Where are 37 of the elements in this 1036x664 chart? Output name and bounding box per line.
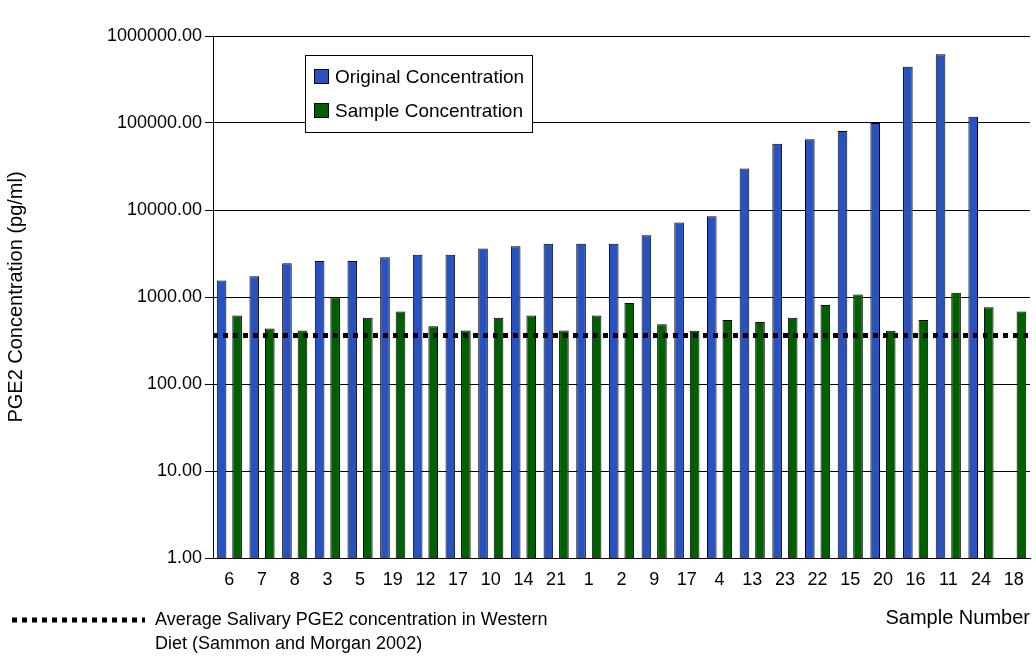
x-tick-label: 12	[415, 568, 436, 589]
y-tick-label: 100.00	[146, 372, 202, 393]
x-tick-label: 21	[546, 568, 567, 589]
x-tick-label: 1	[583, 568, 594, 589]
y-tick-label: 1000000.00	[106, 24, 202, 45]
x-tick-label: 20	[872, 568, 893, 589]
x-tick-label: 14	[513, 568, 534, 589]
x-tick-label: 18	[1003, 568, 1024, 589]
y-tick-label: 10000.00	[126, 198, 202, 219]
x-tick-label: 8	[289, 568, 300, 589]
y-tick-label: 10.00	[156, 459, 202, 480]
x-axis-title: Sample Number	[885, 606, 1030, 629]
y-tick-label: 1.00	[166, 546, 202, 567]
x-tick-label: 22	[807, 568, 828, 589]
x-tick-label: 24	[970, 568, 991, 589]
x-tick-label: 23	[774, 568, 795, 589]
legend-label: Sample Concentration	[334, 99, 524, 123]
y-axis-title: PGE2 Concentration (pg/ml)	[3, 171, 26, 423]
x-tick-label: 9	[649, 568, 660, 589]
x-tick-label: 4	[714, 568, 725, 589]
x-tick-label: 6	[224, 568, 235, 589]
x-tick-label: 17	[676, 568, 697, 589]
x-tick-label: 16	[905, 568, 926, 589]
legend-label: Original Concentration	[334, 65, 525, 89]
x-tick-label: 15	[840, 568, 861, 589]
x-tick-label: 13	[742, 568, 763, 589]
y-tick-label: 1000.00	[136, 285, 202, 306]
x-tick-label: 2	[616, 568, 627, 589]
x-tick-label: 11	[938, 568, 958, 589]
x-tick-label: 3	[322, 568, 333, 589]
x-tick-label: 19	[382, 568, 403, 589]
y-tick-label: 100000.00	[116, 111, 202, 132]
x-tick-label: 5	[355, 568, 366, 589]
x-tick-label: 7	[257, 568, 268, 589]
x-tick-label: 17	[448, 568, 469, 589]
x-tick-label: 10	[480, 568, 501, 589]
text: Average Salivary PGE2 concentration in Western Diet (Sammon and Morgan 2002)	[155, 608, 548, 653]
